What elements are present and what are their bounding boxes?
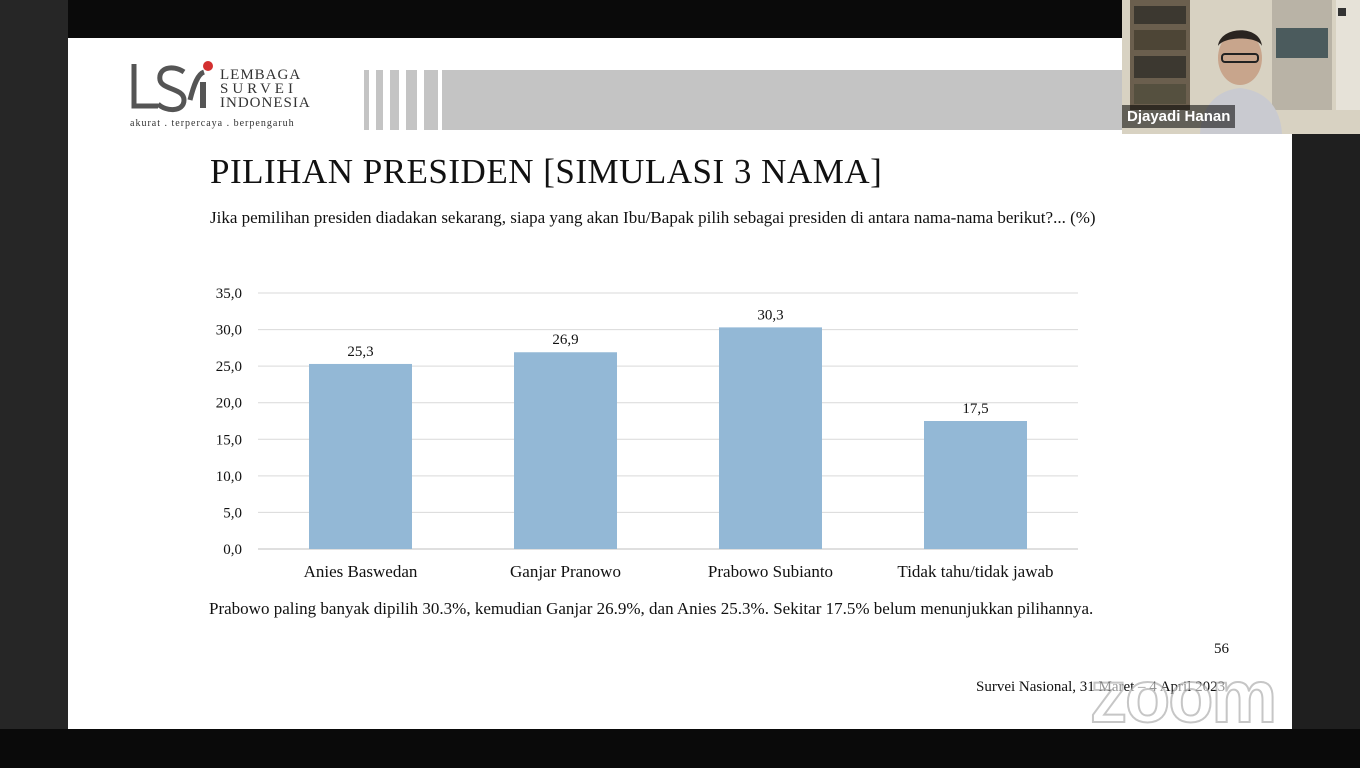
bar	[924, 421, 1027, 549]
chart-data-labels: 25,3 26,9 30,3 17,5	[347, 307, 988, 417]
page-number: 56	[1214, 641, 1229, 657]
x-category-label: Tidak tahu/tidak jawab	[897, 562, 1053, 581]
logo-name-line: LEMBAGA	[220, 67, 302, 83]
y-tick-label: 30,0	[216, 323, 242, 339]
survey-question: Jika pemilihan presiden diadakan sekaran…	[210, 208, 1096, 227]
bar	[309, 363, 412, 549]
summary-text: Prabowo paling banyak dipilih 30.3%, kem…	[209, 599, 1094, 618]
bar-data-label: 26,9	[552, 332, 578, 348]
y-tick-label: 5,0	[223, 505, 242, 521]
participant-name-label: Djayadi Hanan	[1122, 105, 1236, 128]
zoom-watermark: zoom	[1089, 655, 1278, 738]
lsi-logo-mark	[131, 61, 213, 112]
y-tick-label: 35,0	[216, 286, 242, 302]
y-tick-label: 0,0	[223, 542, 242, 558]
shared-slide: LEMBAGA SURVEI INDONESIA akurat . terper…	[68, 38, 1292, 729]
header-stripes	[364, 70, 448, 130]
x-axis-labels: Anies Baswedan Ganjar Pranowo Prabowo Subi…	[304, 562, 1054, 581]
slide-title: PILIHAN PRESIDEN [SIMULASI 3 NAMA]	[210, 152, 883, 191]
bar-data-label: 30,3	[757, 307, 783, 323]
x-category-label: Anies Baswedan	[304, 562, 418, 581]
source-note: Survei Nasional, 31 Maret – 4 April 2023	[976, 679, 1226, 695]
y-tick-label: 15,0	[216, 432, 242, 448]
logo-name-line: INDONESIA	[220, 95, 311, 111]
logo-tagline: akurat . terpercaya . berpengaruh	[130, 118, 295, 129]
bar-chart: 0,0 5,0 10,0 15,0 20,0 25,0 30,0 35,0 25,3 26,9 3…	[216, 286, 1078, 581]
left-margin	[0, 0, 68, 768]
lsi-logo-name: LEMBAGA SURVEI INDONESIA	[220, 67, 311, 111]
bottom-letterbox	[0, 729, 1360, 768]
chart-bars	[309, 327, 1027, 549]
y-tick-label: 20,0	[216, 396, 242, 412]
bar	[719, 327, 822, 549]
bar-data-label: 25,3	[347, 344, 373, 360]
logo-name-line: SURVEI	[220, 81, 297, 97]
y-axis-ticks: 0,0 5,0 10,0 15,0 20,0 25,0 30,0 35,0	[216, 286, 242, 558]
bar	[514, 352, 617, 549]
y-tick-label: 10,0	[216, 469, 242, 485]
y-tick-label: 25,0	[216, 359, 242, 375]
participant-face	[1218, 31, 1262, 85]
x-category-label: Prabowo Subianto	[708, 562, 833, 581]
lsi-logo: LEMBAGA SURVEI INDONESIA akurat . terper…	[128, 58, 328, 134]
video-background	[1122, 0, 1360, 134]
bar-data-label: 17,5	[962, 401, 988, 417]
participant-video[interactable]: Djayadi Hanan	[1122, 0, 1360, 134]
x-category-label: Ganjar Pranowo	[510, 562, 621, 581]
